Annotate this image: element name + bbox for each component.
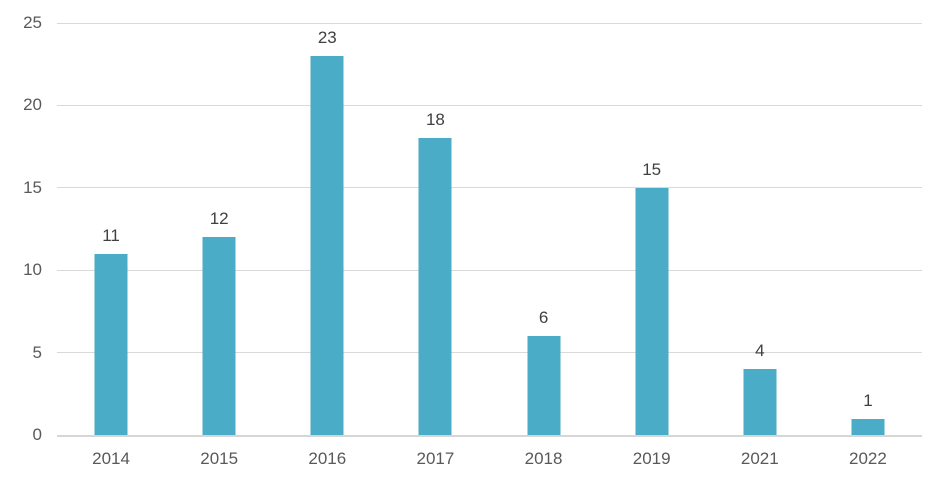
- plot-area: 11 12 23 18 6 15 4 1: [57, 22, 922, 437]
- bar-value-label-2021: 4: [755, 341, 765, 361]
- gridline-y-25: [57, 22, 922, 24]
- bar-slot-2016: 23: [273, 23, 381, 435]
- bar-value-label-2015: 12: [209, 209, 229, 229]
- bar-value-label-2016: 23: [317, 27, 337, 47]
- y-tick-label: 0: [32, 425, 42, 444]
- bar-2016: [310, 55, 344, 435]
- bar-2014: [94, 253, 128, 435]
- x-tick-label-2016: 2016: [308, 449, 347, 468]
- bar-2019: [635, 187, 669, 435]
- bar-value-label-2018: 6: [538, 308, 549, 328]
- bar-2022: [851, 418, 885, 435]
- bar-value-label-2019: 15: [642, 159, 662, 179]
- bar-2021: [743, 369, 777, 435]
- bar-value-label-2017: 18: [425, 110, 445, 130]
- bar-slot-2022: 1: [814, 23, 922, 435]
- x-tick-label-2014: 2014: [92, 449, 130, 468]
- x-tick-label-2019: 2019: [632, 449, 671, 468]
- bar-value-label-2022: 1: [863, 390, 873, 410]
- y-tick-label: 20: [23, 95, 42, 115]
- x-tick-label-2021: 2021: [740, 449, 779, 468]
- bar-slot-2018: 6: [490, 23, 598, 435]
- gridline-y-15: [57, 187, 922, 189]
- x-tick-label-2017: 2017: [416, 449, 455, 468]
- bar-slot-2015: 12: [165, 23, 273, 435]
- bar-2017: [418, 138, 452, 435]
- x-tick-label-2018: 2018: [524, 449, 563, 468]
- x-tick-label-2015: 2015: [200, 449, 239, 468]
- y-tick-label: 5: [32, 342, 42, 362]
- bar-2018: [527, 336, 561, 435]
- bar-slot-2021: 4: [706, 23, 814, 435]
- gridline-y-20: [57, 104, 922, 106]
- y-tick-label: 25: [23, 13, 42, 32]
- bar-slot-2017: 18: [381, 23, 489, 435]
- x-tick-label-2022: 2022: [849, 449, 887, 468]
- gridline-y-10: [57, 269, 922, 271]
- bar-value-label-2014: 11: [102, 225, 120, 245]
- gridline-y-5: [57, 352, 922, 354]
- x-axis: 2014 2015 2016 2017 2018 2019 2021 2022: [57, 437, 922, 477]
- y-tick-label: 10: [23, 260, 42, 280]
- bar-slot-2014: 11: [57, 23, 165, 435]
- bar-slot-2019: 15: [598, 23, 706, 435]
- y-tick-label: 15: [23, 177, 42, 197]
- bar-2015: [202, 237, 236, 435]
